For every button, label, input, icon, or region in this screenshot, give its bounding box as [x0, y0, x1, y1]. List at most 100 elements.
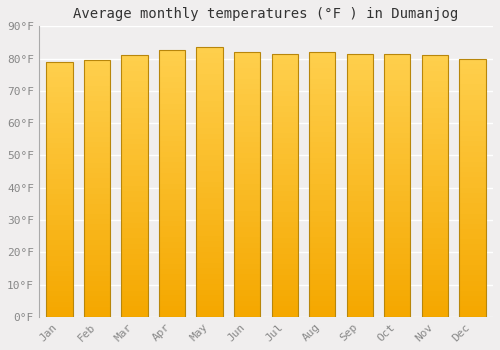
Bar	[309, 126, 336, 132]
Bar	[346, 238, 373, 243]
Bar	[460, 167, 485, 172]
Bar	[384, 180, 410, 185]
Bar	[346, 211, 373, 217]
Bar	[46, 133, 72, 138]
Bar	[196, 160, 223, 166]
Bar	[234, 142, 260, 147]
Bar	[346, 138, 373, 143]
Bar	[346, 169, 373, 175]
Bar	[46, 215, 72, 220]
Bar	[234, 116, 260, 121]
Bar	[272, 296, 298, 301]
Bar	[384, 185, 410, 190]
Bar	[84, 194, 110, 199]
Bar	[384, 259, 410, 264]
Bar	[234, 216, 260, 222]
Bar	[384, 54, 410, 59]
Bar	[234, 132, 260, 137]
Bar	[159, 173, 185, 178]
Bar	[159, 157, 185, 162]
Bar	[422, 286, 448, 290]
Bar	[234, 222, 260, 227]
Bar	[422, 55, 448, 61]
Bar	[460, 270, 485, 275]
Bar	[84, 65, 110, 70]
Bar	[46, 148, 72, 154]
Bar	[122, 66, 148, 71]
Bar	[309, 248, 336, 253]
Bar	[309, 94, 336, 100]
Bar	[346, 301, 373, 306]
Bar	[84, 276, 110, 281]
Bar	[159, 66, 185, 72]
Bar	[122, 223, 148, 228]
Bar	[159, 152, 185, 157]
Bar	[84, 60, 110, 317]
Bar	[346, 285, 373, 290]
Bar	[460, 120, 485, 126]
Bar	[384, 70, 410, 75]
Bar	[309, 237, 336, 243]
Bar	[460, 182, 485, 188]
Bar	[460, 245, 485, 250]
Bar	[422, 155, 448, 160]
Bar	[84, 286, 110, 291]
Bar	[196, 112, 223, 117]
Bar	[346, 243, 373, 248]
Bar	[122, 144, 148, 149]
Bar	[272, 196, 298, 201]
Bar	[159, 50, 185, 56]
Bar	[272, 80, 298, 85]
Bar	[46, 271, 72, 276]
Bar	[234, 89, 260, 94]
Bar	[84, 183, 110, 189]
Bar	[422, 228, 448, 233]
Bar	[384, 85, 410, 91]
Bar	[234, 290, 260, 296]
Bar	[384, 59, 410, 64]
Bar	[84, 137, 110, 142]
Bar	[384, 217, 410, 222]
Bar	[122, 55, 148, 317]
Bar	[460, 239, 485, 245]
Bar	[234, 269, 260, 274]
Bar	[346, 201, 373, 206]
Bar	[384, 285, 410, 290]
Bar	[422, 212, 448, 217]
Bar	[346, 148, 373, 154]
Bar	[46, 169, 72, 174]
Bar	[122, 118, 148, 123]
Bar	[309, 211, 336, 216]
Bar	[422, 160, 448, 165]
Bar	[309, 100, 336, 105]
Bar	[422, 181, 448, 186]
Bar	[272, 75, 298, 80]
Bar	[346, 290, 373, 296]
Bar	[84, 178, 110, 183]
Bar	[460, 229, 485, 234]
Bar	[384, 248, 410, 254]
Bar	[84, 296, 110, 301]
Bar	[84, 147, 110, 153]
Bar	[46, 118, 72, 123]
Bar	[422, 170, 448, 176]
Bar	[422, 61, 448, 66]
Bar	[122, 265, 148, 270]
Bar	[84, 91, 110, 96]
Bar	[309, 243, 336, 248]
Bar	[272, 270, 298, 275]
Bar	[196, 106, 223, 112]
Bar	[272, 222, 298, 228]
Bar	[159, 199, 185, 205]
Bar	[346, 248, 373, 254]
Bar	[422, 66, 448, 71]
Bar	[122, 249, 148, 254]
Bar	[122, 87, 148, 92]
Bar	[460, 296, 485, 301]
Bar	[460, 152, 485, 157]
Bar	[84, 60, 110, 65]
Bar	[46, 184, 72, 189]
Bar	[196, 117, 223, 123]
Bar	[460, 84, 485, 90]
Bar	[384, 306, 410, 312]
